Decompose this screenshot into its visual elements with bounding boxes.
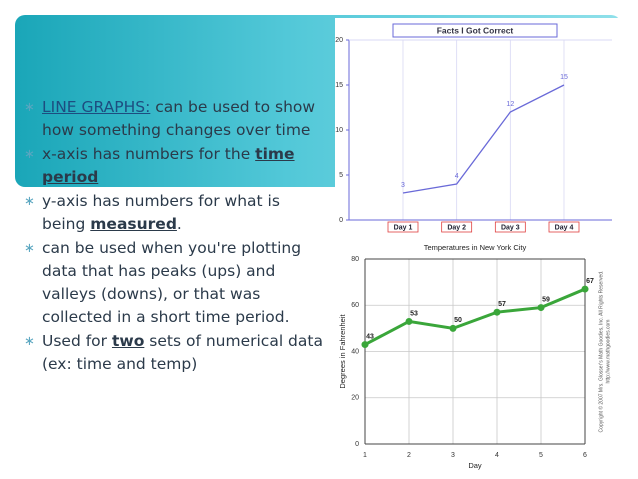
y-tick-label: 0	[355, 441, 359, 448]
x-tick-label: 5	[539, 452, 543, 459]
x-tick-label: Day 3	[501, 224, 520, 231]
bullet-text: y-axis has numbers for what is being	[42, 192, 280, 233]
data-label: 43	[366, 333, 374, 340]
credit: Copyright © 2007 Mrs. Glosser's Math Goo…	[597, 271, 604, 433]
data-label: 53	[410, 310, 418, 317]
bullet-text: x-axis has numbers for the	[42, 145, 256, 163]
x-tick-label: Day 2	[447, 224, 466, 231]
data-label: 57	[498, 301, 506, 308]
x-axis-label: Day	[468, 461, 482, 470]
y-tick-label: 40	[351, 348, 359, 355]
credit: http://www.mathgoodies.com	[605, 320, 611, 384]
data-label: 59	[542, 296, 550, 303]
point	[449, 324, 457, 332]
point	[493, 308, 501, 316]
y-tick-label: 15	[335, 82, 343, 89]
x-tick-label: Day 4	[555, 224, 574, 231]
bullet-text: LINE GRAPHS:	[42, 98, 151, 116]
y-axis-label: Degrees in Fahrenheit	[338, 313, 347, 388]
bullet: y-axis has numbers for what is being mea…	[24, 190, 324, 236]
x-tick-label: Day 1	[394, 224, 413, 231]
bullet-text: .	[176, 215, 182, 233]
point	[361, 341, 369, 349]
y-tick-label: 20	[335, 37, 343, 44]
x-tick-label: 4	[495, 452, 499, 459]
chart-title: Temperatures in New York City	[424, 243, 527, 252]
x-tick-label: 2	[407, 452, 411, 459]
bullet-text: can be used to show how something change…	[42, 98, 316, 139]
bullet: Used for two sets of numerical data (ex:…	[24, 330, 324, 376]
y-tick-label: 5	[339, 172, 343, 179]
chart-frame	[335, 18, 622, 232]
data-label: 4	[455, 173, 459, 180]
y-tick-label: 0	[339, 217, 343, 224]
point	[581, 285, 589, 293]
data-label: 15	[560, 74, 568, 81]
data-label: 3	[401, 182, 405, 189]
bullet: can be used when you're plotting data th…	[24, 237, 324, 329]
point	[537, 304, 545, 312]
x-tick-label: 1	[363, 452, 367, 459]
bullet-text: measured	[90, 215, 177, 233]
chart-title: Facts I Got Correct	[437, 25, 514, 35]
category-box	[387, 221, 419, 233]
bullet-text: sets of numerical data (ex: time and tem…	[42, 332, 323, 373]
category-box	[441, 221, 473, 233]
bullet: LINE GRAPHS: can be used to show how som…	[24, 96, 324, 142]
data-label: 67	[586, 278, 594, 285]
category-box	[548, 221, 580, 233]
x-tick-label: 6	[583, 452, 587, 459]
y-tick-label: 10	[335, 127, 343, 134]
x-tick-label: 3	[451, 452, 455, 459]
bullet-text: time period	[42, 145, 295, 186]
bullet-text: two	[111, 332, 145, 350]
bullet: x-axis has numbers for the time period	[24, 143, 324, 189]
category-box	[494, 221, 526, 233]
bullet-list: LINE GRAPHS: can be used to show how som…	[24, 96, 324, 377]
y-tick-label: 60	[351, 302, 359, 309]
data-label: 12	[506, 101, 514, 108]
line	[402, 84, 565, 194]
y-tick-label: 80	[351, 256, 359, 263]
data-label: 50	[454, 317, 462, 324]
title-box	[392, 23, 558, 38]
line	[364, 287, 586, 346]
bullet-text: can be used when you're plotting data th…	[42, 239, 302, 326]
y-tick-label: 20	[351, 395, 359, 402]
point	[405, 317, 413, 325]
bullet-text: Used for	[42, 332, 112, 350]
